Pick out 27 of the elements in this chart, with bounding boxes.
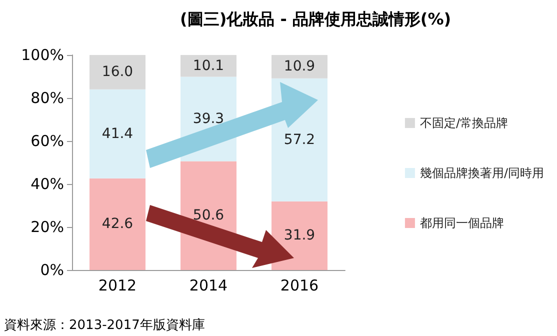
data-label: 31.9	[284, 228, 316, 244]
data-label: 50.6	[192, 208, 224, 224]
data-label: 42.6	[102, 216, 134, 232]
source-note: 資料來源：2013-2017年版資料庫	[4, 317, 205, 333]
legend-label: 幾個品牌換著用/同時用	[420, 166, 544, 180]
bar	[180, 55, 236, 77]
y-tick-label: 60%	[30, 132, 64, 150]
bar	[90, 89, 146, 178]
bar	[272, 55, 328, 78]
x-tick-label: 2016	[280, 276, 319, 294]
data-label: 16.0	[102, 64, 134, 80]
chart-title: (圖三)化妝品 - 品牌使用忠誠情形(%)	[180, 10, 452, 28]
x-tick-label: 2012	[98, 276, 137, 294]
data-label: 57.2	[284, 132, 316, 148]
bar	[90, 55, 146, 90]
data-label: 39.3	[192, 110, 224, 127]
y-tick-label: 0%	[40, 261, 64, 279]
data-label: 10.9	[284, 58, 316, 75]
data-label: 10.1	[192, 58, 224, 74]
legend-label: 都用同一個品牌	[420, 216, 504, 230]
legend-label: 不固定/常換品牌	[420, 116, 508, 130]
y-tick-label: 100%	[21, 46, 64, 64]
x-tick-label: 2014	[189, 276, 228, 294]
y-tick-label: 20%	[30, 218, 64, 236]
y-tick-label: 80%	[30, 89, 64, 107]
y-tick-label: 40%	[30, 175, 64, 193]
data-label: 41.4	[102, 126, 134, 142]
